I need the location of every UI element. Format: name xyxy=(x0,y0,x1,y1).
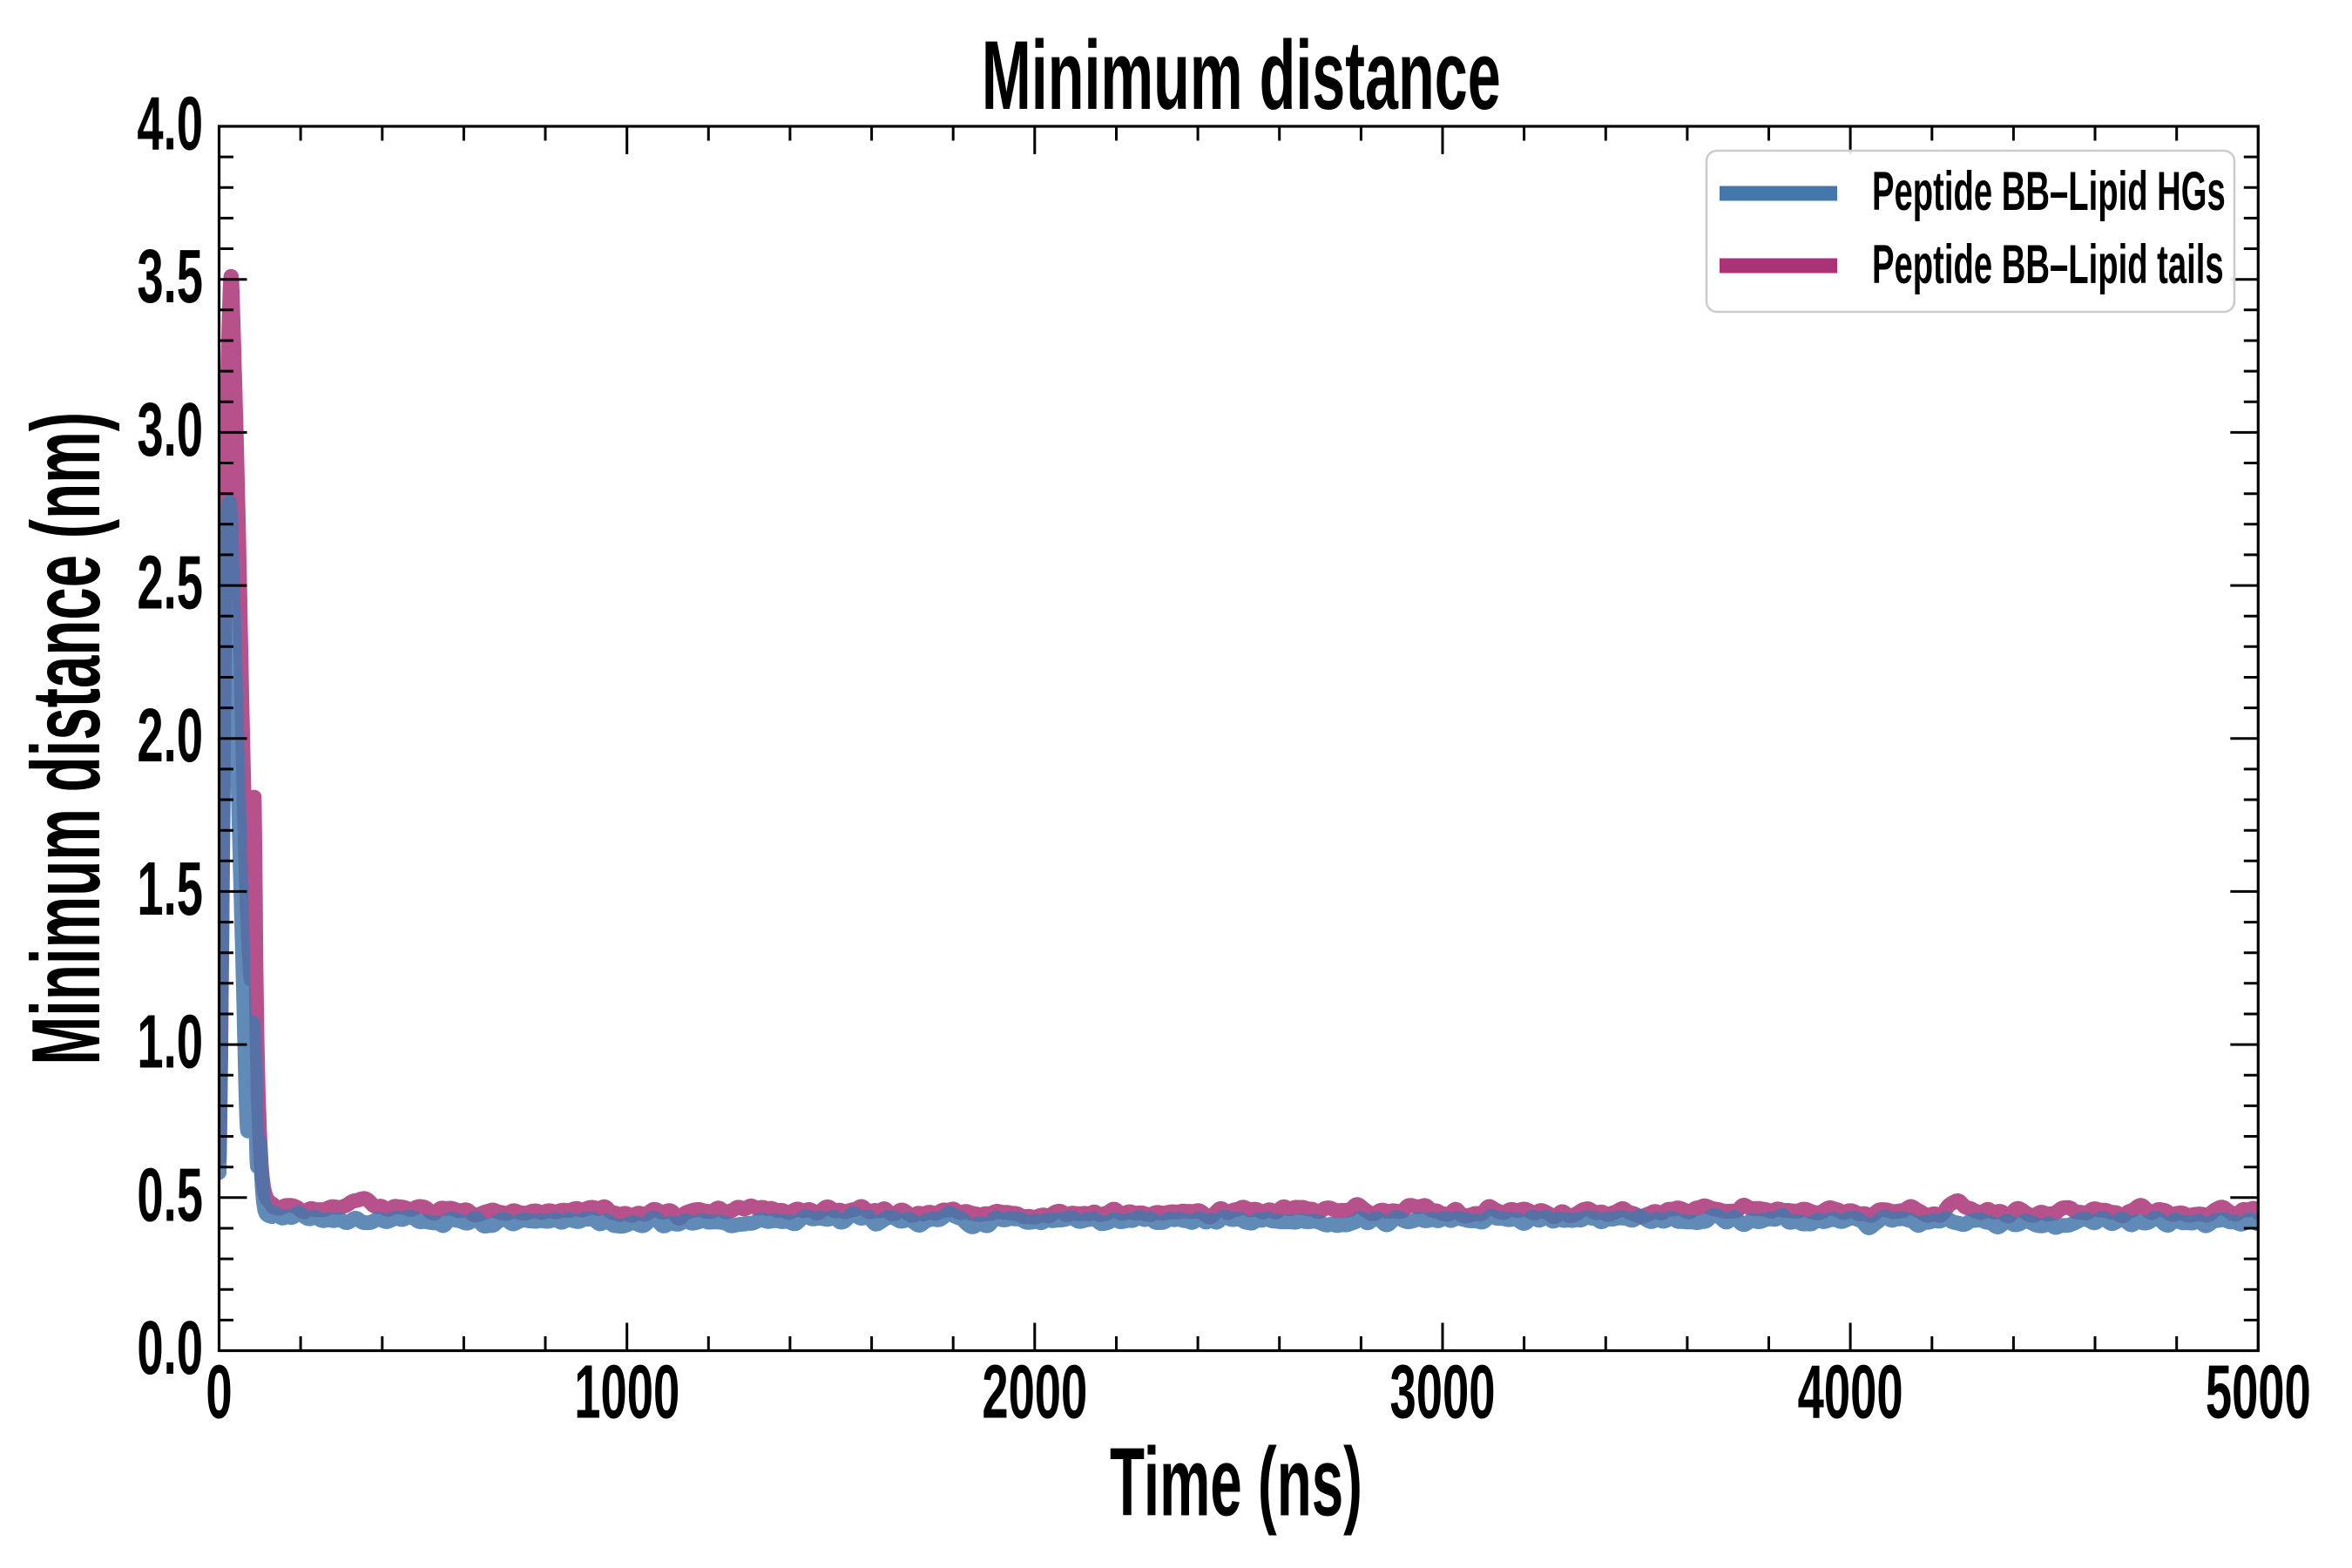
svg-text:3.0: 3.0 xyxy=(137,388,203,472)
svg-text:Peptide BB–Lipid HGs: Peptide BB–Lipid HGs xyxy=(1872,161,2226,222)
svg-text:Minimum distance: Minimum distance xyxy=(982,21,1501,131)
svg-text:3.5: 3.5 xyxy=(137,234,203,319)
svg-text:5000: 5000 xyxy=(2206,1350,2311,1435)
svg-text:Time (ns): Time (ns) xyxy=(1110,1429,1362,1537)
svg-text:Minimum distance (nm): Minimum distance (nm) xyxy=(13,412,120,1065)
svg-text:Peptide BB–Lipid tails: Peptide BB–Lipid tails xyxy=(1872,234,2224,295)
svg-text:1000: 1000 xyxy=(574,1350,679,1435)
svg-text:4000: 4000 xyxy=(1798,1350,1903,1435)
svg-text:1.0: 1.0 xyxy=(137,1000,203,1085)
svg-text:0.0: 0.0 xyxy=(137,1306,203,1390)
svg-text:0.5: 0.5 xyxy=(137,1152,203,1237)
svg-text:0: 0 xyxy=(206,1350,232,1435)
svg-text:2.5: 2.5 xyxy=(137,541,203,625)
svg-text:1.5: 1.5 xyxy=(137,847,203,931)
svg-text:3000: 3000 xyxy=(1390,1350,1496,1435)
svg-text:2000: 2000 xyxy=(982,1350,1087,1435)
svg-text:4.0: 4.0 xyxy=(137,82,203,166)
svg-text:2.0: 2.0 xyxy=(137,693,203,778)
